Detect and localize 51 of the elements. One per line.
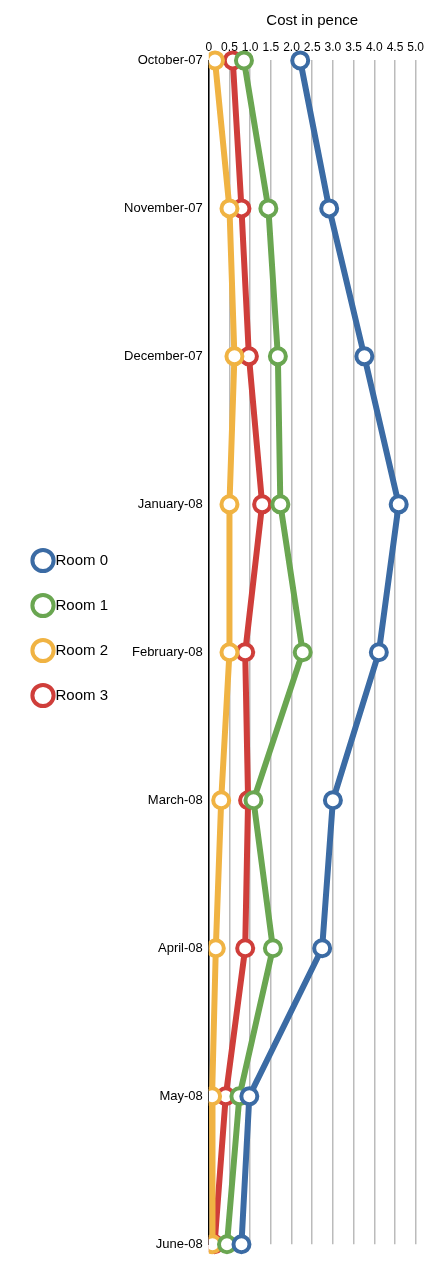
x-tick-label: 5.0 <box>407 39 425 54</box>
point <box>219 198 240 219</box>
y-tick-label: February-08 <box>131 643 203 659</box>
x-tick-label: 3.0 <box>324 39 342 54</box>
point <box>252 494 273 515</box>
y-tick-label: April-08 <box>157 939 203 955</box>
y-tick-label: December-07 <box>124 347 203 363</box>
x-tick-label: 2.5 <box>303 39 321 54</box>
x-tick-label: 4.0 <box>365 39 383 54</box>
y-tick-label: November-07 <box>124 199 203 215</box>
x-tick-label: 1.5 <box>262 39 280 54</box>
y-tick-label: October-07 <box>137 51 203 67</box>
point <box>208 50 225 71</box>
y-tick-label: March-08 <box>147 791 203 807</box>
point <box>239 1086 260 1107</box>
legend-label: Room 2 <box>55 640 109 658</box>
point <box>235 642 256 663</box>
x-tick-label: 0 <box>205 39 213 54</box>
point <box>267 346 288 367</box>
point <box>354 346 375 367</box>
point <box>233 50 254 71</box>
point <box>270 494 291 515</box>
x-tick-label: 3.5 <box>345 39 363 54</box>
point <box>211 790 232 811</box>
point <box>219 494 240 515</box>
point <box>290 50 311 71</box>
x-tick-label: 0.5 <box>221 39 239 54</box>
point <box>243 790 264 811</box>
y-tick-label: June-08 <box>155 1235 203 1251</box>
x-axis-title: Cost in pence <box>266 11 359 29</box>
point <box>235 938 256 959</box>
x-tick-label: 2.0 <box>283 39 301 54</box>
point <box>208 938 226 959</box>
point <box>368 642 389 663</box>
x-tick-label: 4.5 <box>386 39 404 54</box>
point <box>322 790 343 811</box>
y-tick-label: May-08 <box>159 1087 203 1103</box>
point <box>292 642 313 663</box>
legend-label: Room 3 <box>55 685 109 703</box>
legend-label: Room 0 <box>55 550 109 568</box>
y-tick-label: January-08 <box>137 495 203 511</box>
point <box>231 1234 252 1255</box>
x-tick-label: 1.0 <box>241 39 259 54</box>
point <box>262 938 283 959</box>
point <box>312 938 333 959</box>
point <box>388 494 409 515</box>
point <box>258 198 279 219</box>
point <box>319 198 340 219</box>
point <box>224 346 245 367</box>
point <box>219 642 240 663</box>
legend-label: Room 1 <box>55 595 109 613</box>
